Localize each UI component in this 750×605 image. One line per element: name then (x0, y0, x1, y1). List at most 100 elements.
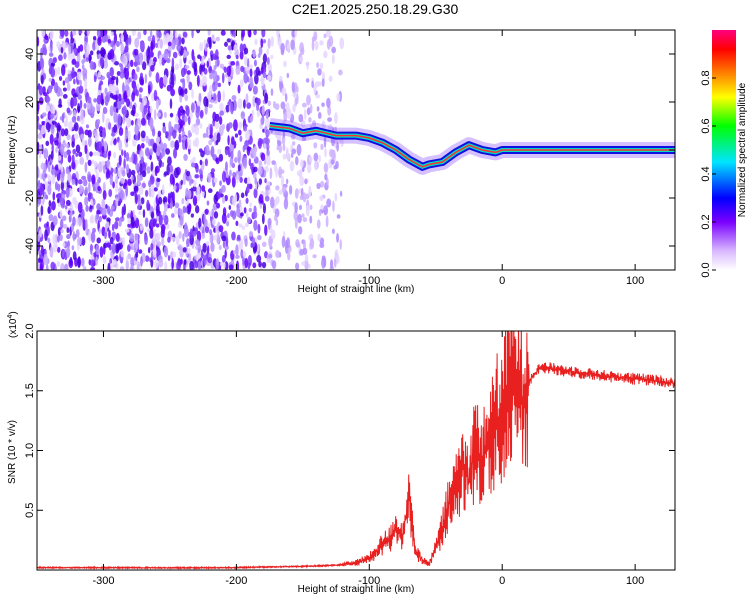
noise-speckle (98, 53, 102, 59)
noise-speckle (69, 211, 73, 217)
noise-speckle (45, 194, 49, 200)
noise-speckle (325, 30, 331, 38)
noise-speckle (152, 142, 158, 153)
track-peak (269, 125, 675, 168)
noise-speckle (100, 75, 105, 81)
noise-speckle (179, 88, 184, 96)
noise-speckle (156, 178, 161, 183)
noise-speckle (76, 115, 80, 122)
noise-speckle (72, 148, 77, 155)
noise-speckle (242, 250, 247, 258)
noise-speckle (62, 93, 68, 99)
noise-speckle (284, 239, 289, 249)
noise-speckle (158, 214, 163, 226)
noise-speckle (275, 196, 280, 205)
noise-speckle (134, 37, 140, 48)
noise-speckle (243, 207, 247, 214)
snr-y-label: SNR (10 * v/v) (7, 420, 18, 484)
noise-speckle (139, 58, 143, 66)
noise-speckle (75, 144, 81, 154)
noise-speckle (234, 133, 239, 138)
noise-speckle (103, 242, 108, 249)
noise-speckle (196, 186, 201, 192)
noise-speckle (134, 123, 140, 136)
noise-speckle (61, 64, 66, 77)
noise-speckle (87, 136, 92, 147)
noise-speckle (219, 116, 223, 125)
noise-speckle (177, 208, 183, 216)
noise-speckle (225, 173, 229, 179)
noise-speckle (142, 95, 148, 106)
noise-speckle (267, 38, 271, 49)
noise-speckle (155, 42, 158, 49)
noise-speckle (118, 93, 122, 102)
noise-speckle (63, 151, 68, 159)
noise-speckle (96, 30, 101, 38)
noise-speckle (324, 147, 327, 158)
noise-speckle (162, 122, 166, 127)
noise-speckle (328, 75, 333, 82)
noise-speckle (77, 106, 81, 113)
noise-speckle (149, 228, 154, 239)
x-tick-label: 100 (626, 275, 644, 287)
noise-speckle (261, 30, 266, 38)
noise-speckle (236, 173, 239, 184)
noise-speckle (77, 71, 82, 81)
noise-speckle (253, 30, 257, 36)
noise-speckle (93, 98, 98, 103)
noise-speckle (104, 223, 108, 233)
noise-speckle (233, 44, 238, 52)
noise-speckle (233, 119, 238, 132)
noise-speckle (109, 92, 114, 99)
noise-speckle (188, 174, 192, 187)
noise-speckle (222, 241, 226, 248)
noise-speckle (50, 150, 54, 161)
noise-speckle (264, 178, 267, 184)
noise-speckle (147, 35, 152, 42)
noise-speckle (66, 246, 71, 258)
noise-speckle (320, 143, 324, 151)
noise-speckle (275, 185, 280, 191)
noise-speckle (124, 84, 130, 92)
noise-speckle (109, 105, 114, 117)
noise-speckle (40, 258, 43, 263)
noise-speckle (89, 216, 93, 224)
noise-speckle (44, 173, 48, 178)
noise-speckle (141, 61, 147, 71)
noise-speckle (52, 233, 56, 244)
noise-speckle (82, 54, 86, 59)
noise-speckle (302, 102, 307, 108)
figure-title: C2E1.2025.250.18.29.G30 (292, 1, 459, 17)
noise-speckle (182, 31, 188, 38)
noise-speckle (84, 78, 88, 89)
noise-speckle (270, 229, 276, 240)
noise-speckle (179, 215, 184, 226)
noise-speckle (231, 95, 237, 101)
noise-speckle (174, 139, 180, 151)
noise-speckle (163, 201, 168, 212)
noise-speckle (207, 188, 213, 194)
noise-speckle (163, 49, 169, 61)
noise-speckle (130, 256, 135, 267)
noise-speckle (136, 204, 141, 210)
noise-speckle (97, 118, 101, 125)
spectrogram-noise-field (37, 30, 345, 270)
noise-speckle (231, 43, 234, 51)
noise-speckle (124, 228, 130, 233)
noise-speckle (212, 37, 216, 42)
noise-speckle (64, 205, 68, 210)
noise-speckle (182, 173, 186, 185)
noise-speckle (335, 255, 340, 264)
noise-speckle (217, 90, 222, 103)
noise-speckle (111, 242, 116, 255)
noise-speckle (149, 30, 153, 38)
noise-speckle (41, 30, 46, 38)
noise-speckle (232, 171, 237, 178)
noise-speckle (52, 57, 57, 64)
noise-speckle (163, 217, 169, 223)
noise-speckle (66, 234, 71, 240)
noise-speckle (113, 124, 118, 133)
noise-speckle (195, 107, 200, 119)
noise-speckle (248, 207, 253, 213)
noise-speckle (144, 189, 149, 197)
